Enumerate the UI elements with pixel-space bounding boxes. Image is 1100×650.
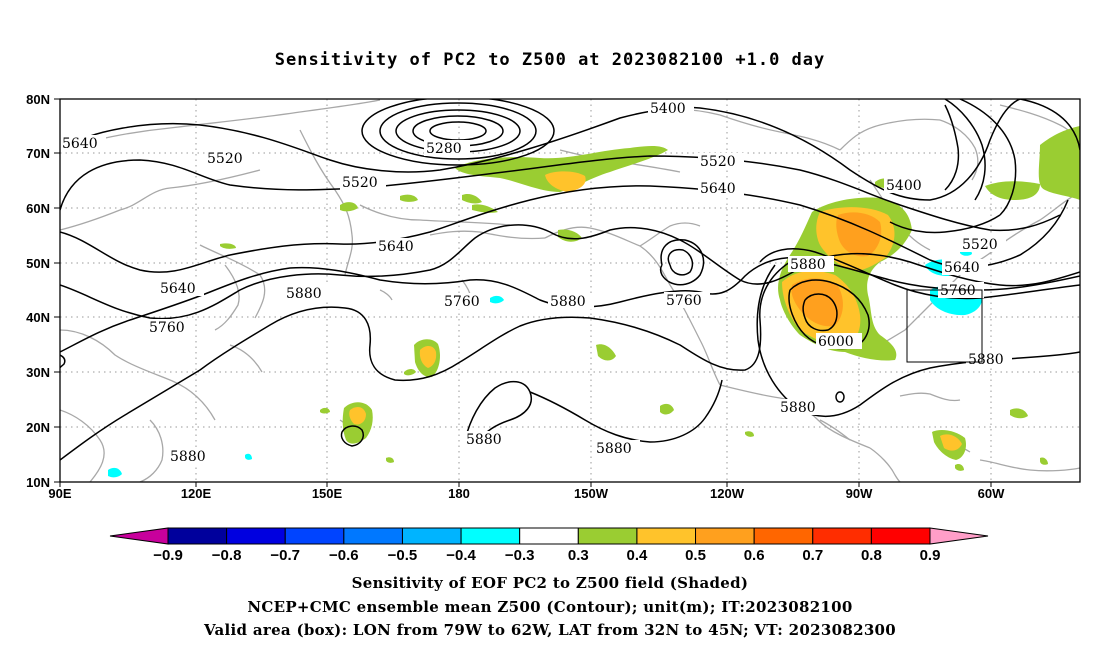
colorbar-label: 0.6	[744, 547, 765, 564]
colorbar-cell	[519, 527, 579, 545]
lon-label: 150W	[574, 486, 609, 501]
contour-label: 5640	[160, 281, 196, 297]
contour-label: 5280	[426, 141, 462, 157]
contour-label: 5640	[700, 181, 736, 197]
contour-label: 5880	[968, 352, 1004, 368]
colorbar-label: −0.7	[270, 547, 300, 564]
lon-label: 150E	[312, 486, 343, 501]
colorbar-cell	[870, 527, 931, 545]
lat-ticks	[54, 98, 60, 483]
contour-label: 5640	[378, 239, 414, 255]
colorbar-label: −0.3	[505, 547, 535, 564]
colorbar-cell	[226, 527, 286, 545]
contour-label: 5400	[886, 178, 922, 194]
contour-label: 5880	[286, 286, 322, 302]
colorbar-label: 0.5	[685, 547, 706, 564]
lat-label: 20N	[26, 420, 50, 435]
colorbar-cell	[343, 527, 403, 545]
footer-line-2: NCEP+CMC ensemble mean Z500 (Contour); u…	[247, 598, 853, 616]
lat-label: 50N	[26, 256, 50, 271]
colorbar-cell	[460, 527, 521, 545]
contour-label: 5760	[666, 293, 702, 309]
lat-label: 40N	[26, 310, 50, 325]
contour-label: 5880	[780, 400, 816, 416]
lon-ticks	[59, 482, 992, 487]
lon-label: 180	[448, 486, 470, 501]
colorbar-label: −0.4	[446, 547, 476, 564]
colorbar-label: −0.9	[153, 547, 183, 564]
colorbar-label: 0.8	[861, 547, 882, 564]
map-border	[59, 98, 1081, 483]
colorbar-label: −0.6	[329, 547, 359, 564]
lat-labels: 80N 70N 60N 50N 40N 30N 20N 10N	[26, 92, 50, 490]
footer-line-3: Valid area (box): LON from 79W to 62W, L…	[203, 621, 897, 639]
colorbar-cell	[753, 527, 814, 545]
contour-label: 5760	[940, 283, 976, 299]
colorbar-label: 0.7	[802, 547, 823, 564]
graticule	[60, 99, 1080, 482]
lon-labels: 90E 120E 150E 180 150W 120W 90W 60W	[48, 486, 1005, 501]
contour-label: 5520	[207, 151, 243, 167]
colorbar-label: 0.4	[626, 547, 648, 564]
contour-label: 5520	[962, 237, 998, 253]
lon-label: 120W	[710, 486, 745, 501]
lat-label: 60N	[26, 201, 50, 216]
contour-label: 5760	[149, 320, 185, 336]
colorbar-cell	[812, 527, 872, 545]
colorbar-label: 0.3	[568, 547, 589, 564]
colorbar-label: −0.5	[388, 547, 418, 564]
contour-label: 5760	[444, 294, 480, 310]
contour-labels: 5640 5520 5520 5280 5400 5520 5640 5400 …	[62, 101, 1004, 465]
colorbar-left-arrow	[109, 527, 169, 545]
lon-label: 120E	[181, 486, 212, 501]
contour-label: 5880	[596, 441, 632, 457]
coastlines	[60, 99, 1080, 482]
colorbar-cell	[284, 527, 345, 545]
contour-label: 5520	[700, 154, 736, 170]
colorbar-cell	[577, 527, 638, 545]
contour-label: 5640	[62, 136, 98, 152]
colorbar	[109, 527, 989, 545]
contour-label: 5640	[944, 260, 980, 276]
lat-label: 70N	[26, 146, 50, 161]
footer-line-1: Sensitivity of EOF PC2 to Z500 field (Sh…	[351, 574, 749, 592]
lat-label: 80N	[26, 92, 50, 107]
colorbar-cell	[636, 527, 697, 545]
contour-label: 5400	[650, 101, 686, 117]
lat-label: 30N	[26, 365, 50, 380]
lon-label: 90W	[846, 486, 873, 501]
lon-label: 60W	[978, 486, 1005, 501]
colorbar-label: −0.8	[212, 547, 242, 564]
colorbar-cell	[167, 527, 228, 545]
colorbar-cell	[695, 527, 755, 545]
lon-label: 90E	[48, 486, 71, 501]
contour-label: 6000	[818, 334, 854, 350]
contour-label: 5520	[342, 175, 378, 191]
contour-label: 5880	[790, 257, 826, 273]
colorbar-right-arrow	[929, 527, 989, 545]
contour-label: 5880	[550, 294, 586, 310]
contour-label: 5880	[170, 449, 206, 465]
colorbar-labels: −0.9 −0.8 −0.7 −0.6 −0.5 −0.4 −0.3 0.3 0.4 0.5 0.6…	[153, 547, 940, 564]
colorbar-cell	[401, 527, 462, 545]
valid-area-box	[906, 289, 983, 363]
lat-label: 10N	[26, 475, 50, 490]
map-title: Sensitivity of PC2 to Z500 at 2023082100…	[274, 50, 826, 70]
colorbar-label: 0.9	[920, 547, 941, 564]
contour-label: 5880	[466, 432, 502, 448]
